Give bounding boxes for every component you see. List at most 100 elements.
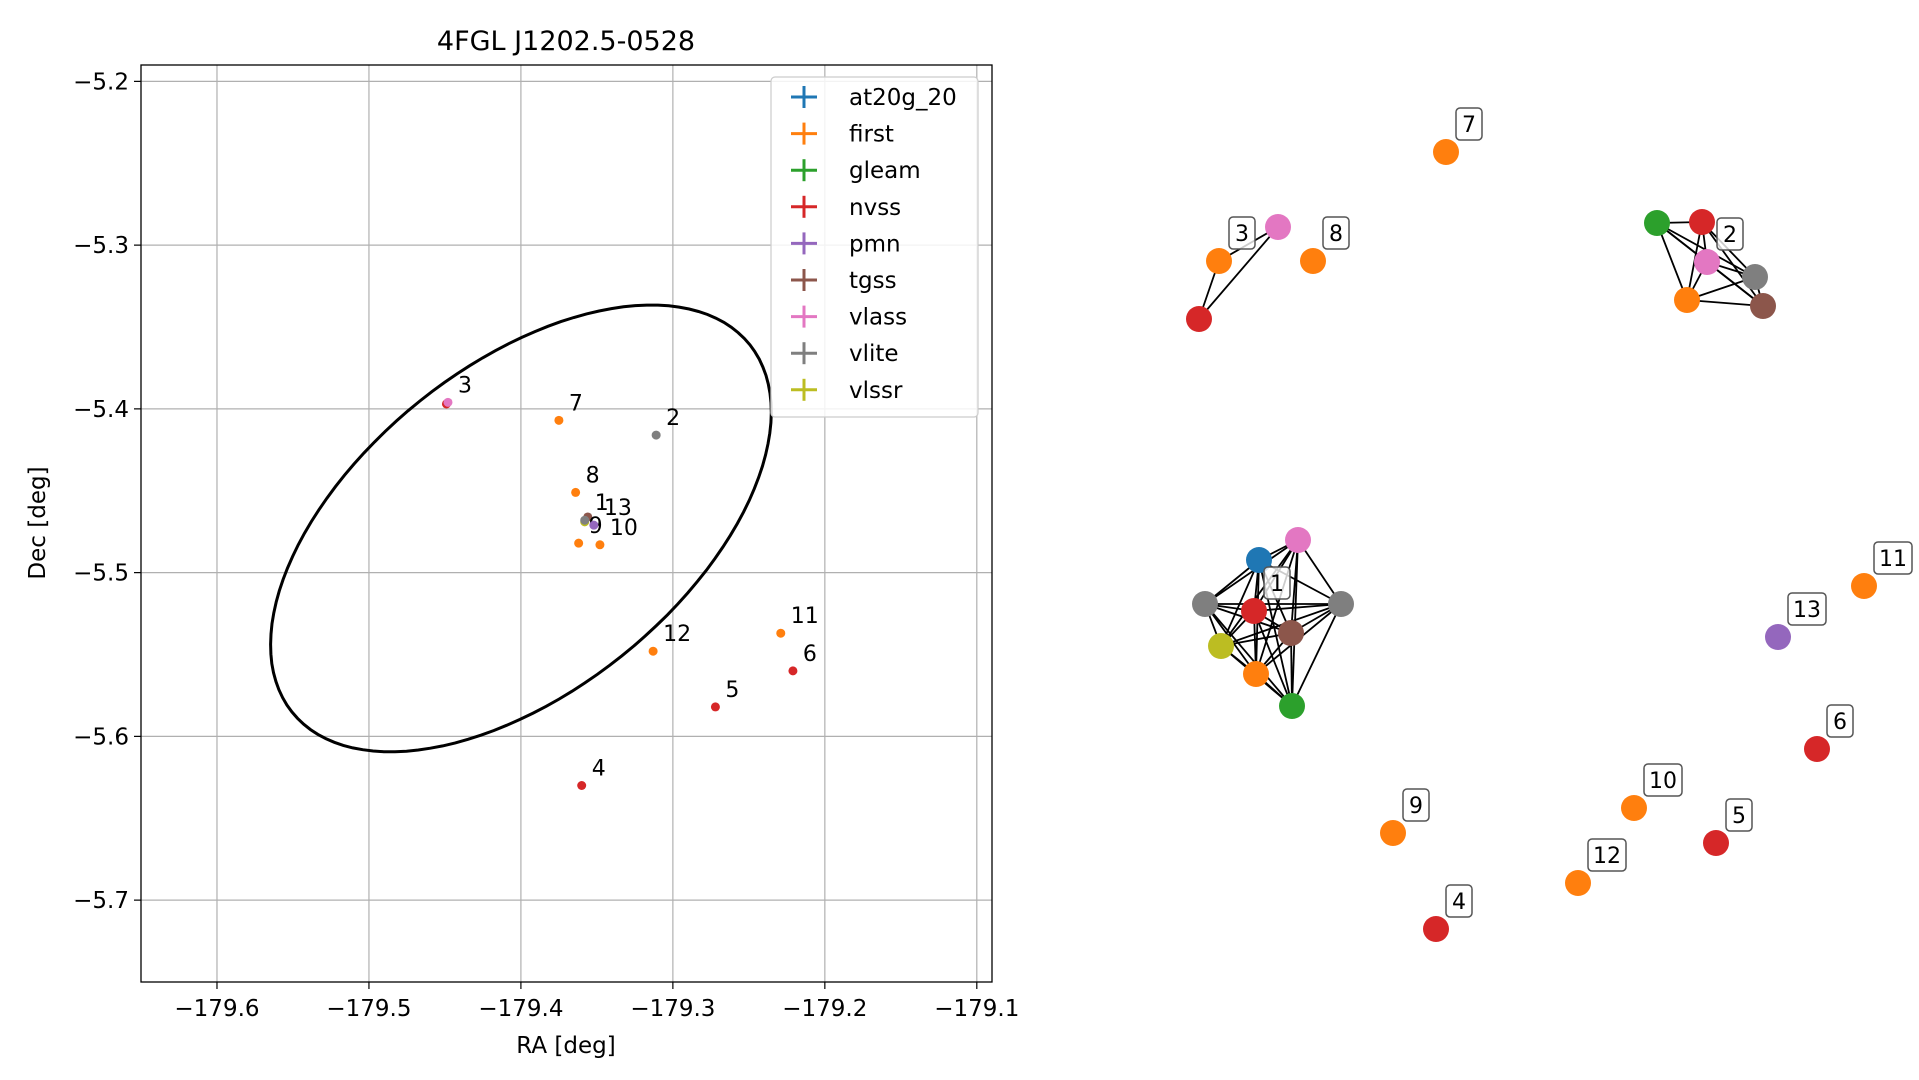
source-point-11 [776, 628, 786, 638]
graph-label-box [1787, 592, 1827, 626]
graph-node [1186, 306, 1212, 332]
graph-edge [1204, 603, 1293, 707]
x-tick-label: −179.2 [782, 996, 867, 1022]
graph-label-box [1402, 788, 1430, 822]
graph-edge [1204, 539, 1299, 605]
graph-label-9: 9 [1409, 794, 1423, 819]
graph-label-11: 11 [1879, 547, 1907, 572]
source-point-1 [580, 515, 590, 525]
graph-node [1423, 916, 1449, 942]
x-axis-label: RA [deg] [516, 1033, 615, 1059]
source-label-11: 11 [791, 604, 819, 629]
y-tick-label: −5.3 [73, 233, 129, 259]
error-ellipse-layer [269, 303, 773, 754]
source-label-12: 12 [663, 622, 691, 647]
graph-node [1644, 210, 1670, 236]
y-tick-label: −5.4 [73, 397, 129, 423]
graph-node [1246, 547, 1272, 573]
graph-node [1278, 620, 1304, 646]
legend-label-vlite: vlite [849, 341, 899, 367]
source-label-6: 6 [803, 642, 817, 667]
plot-frame [140, 64, 993, 983]
legend-label-vlssr: vlssr [849, 378, 903, 404]
graph-label-4: 4 [1452, 890, 1466, 915]
y-tick-label: −5.2 [73, 69, 129, 95]
graph-node [1433, 139, 1459, 165]
graph-edge [1291, 603, 1342, 707]
graph-edge [1253, 610, 1293, 707]
y-ticks: −5.2 −5.3 −5.4 −5.5 −5.6 −5.7 [73, 69, 141, 914]
graph-node [1206, 248, 1232, 274]
graph-label-1: 1 [1270, 572, 1284, 597]
legend-label-gleam: gleam [849, 158, 921, 184]
source-label-10: 10 [610, 516, 638, 541]
graph-node [1565, 870, 1591, 896]
legend-box [770, 76, 979, 418]
chart-title: 4FGL J1202.5-0528 [437, 26, 695, 57]
y-tick-label: −5.7 [73, 888, 129, 914]
graph-edge [1656, 222, 1688, 301]
x-ticks: −179.6 −179.5 −179.4 −179.3 −179.2 −179.1 [174, 982, 1019, 1022]
source-point-7 [554, 415, 564, 425]
graph-node [1243, 661, 1269, 687]
graph-label-12: 12 [1593, 844, 1621, 869]
graph-label-box [1263, 566, 1291, 600]
graph-label-box [1716, 217, 1744, 251]
error-ellipse [269, 303, 773, 754]
graph-node [1328, 591, 1354, 617]
graph-edge [1255, 539, 1299, 675]
graph-label-box [1826, 704, 1854, 738]
graph-label-box [1228, 216, 1256, 250]
graph-node [1851, 573, 1877, 599]
source-point-3 [443, 397, 453, 407]
graph-node [1742, 264, 1768, 290]
graph-label-6: 6 [1833, 710, 1847, 735]
graph-label-box [1873, 541, 1913, 575]
graph-edge [1253, 603, 1342, 612]
graph-node [1621, 795, 1647, 821]
graph-label-box [1322, 216, 1350, 250]
graph-edge [1220, 559, 1260, 647]
graph-node [1192, 591, 1218, 617]
graph-label-box [1587, 838, 1627, 872]
graph-node [1285, 527, 1311, 553]
graph-label-box [1725, 798, 1753, 832]
graph-node [1703, 830, 1729, 856]
legend-label-first: first [849, 122, 894, 148]
graph-node [1300, 248, 1326, 274]
source-point-13 [589, 520, 599, 530]
graph-label-3: 3 [1235, 222, 1249, 247]
source-label-8: 8 [586, 463, 600, 488]
x-tick-label: −179.6 [174, 996, 259, 1022]
source-label-5: 5 [725, 678, 739, 703]
legend-label-vlass: vlass [849, 305, 907, 331]
graph-edge [1198, 226, 1279, 320]
graph-node [1380, 820, 1406, 846]
graph-label-box [1643, 763, 1683, 797]
graph-edge [1220, 539, 1299, 647]
source-point-10 [595, 540, 605, 550]
graph-node [1674, 287, 1700, 313]
source-label-4: 4 [592, 757, 606, 782]
graph-label-2: 2 [1723, 223, 1737, 248]
source-label-13: 13 [604, 496, 632, 521]
source-point-6 [788, 666, 798, 676]
graph-node [1279, 693, 1305, 719]
legend-label-nvss: nvss [849, 195, 901, 221]
legend-label-pmn: pmn [849, 231, 901, 257]
source-label-3: 3 [458, 373, 472, 398]
graph-label-10: 10 [1649, 769, 1677, 794]
graph-label-13: 13 [1793, 598, 1821, 623]
source-label-2: 2 [666, 406, 680, 431]
graph-edge [1701, 221, 1764, 307]
graph-label-8: 8 [1329, 222, 1343, 247]
source-point-4 [577, 781, 587, 790]
graph-node [1241, 598, 1267, 624]
source-point-12 [648, 646, 658, 656]
